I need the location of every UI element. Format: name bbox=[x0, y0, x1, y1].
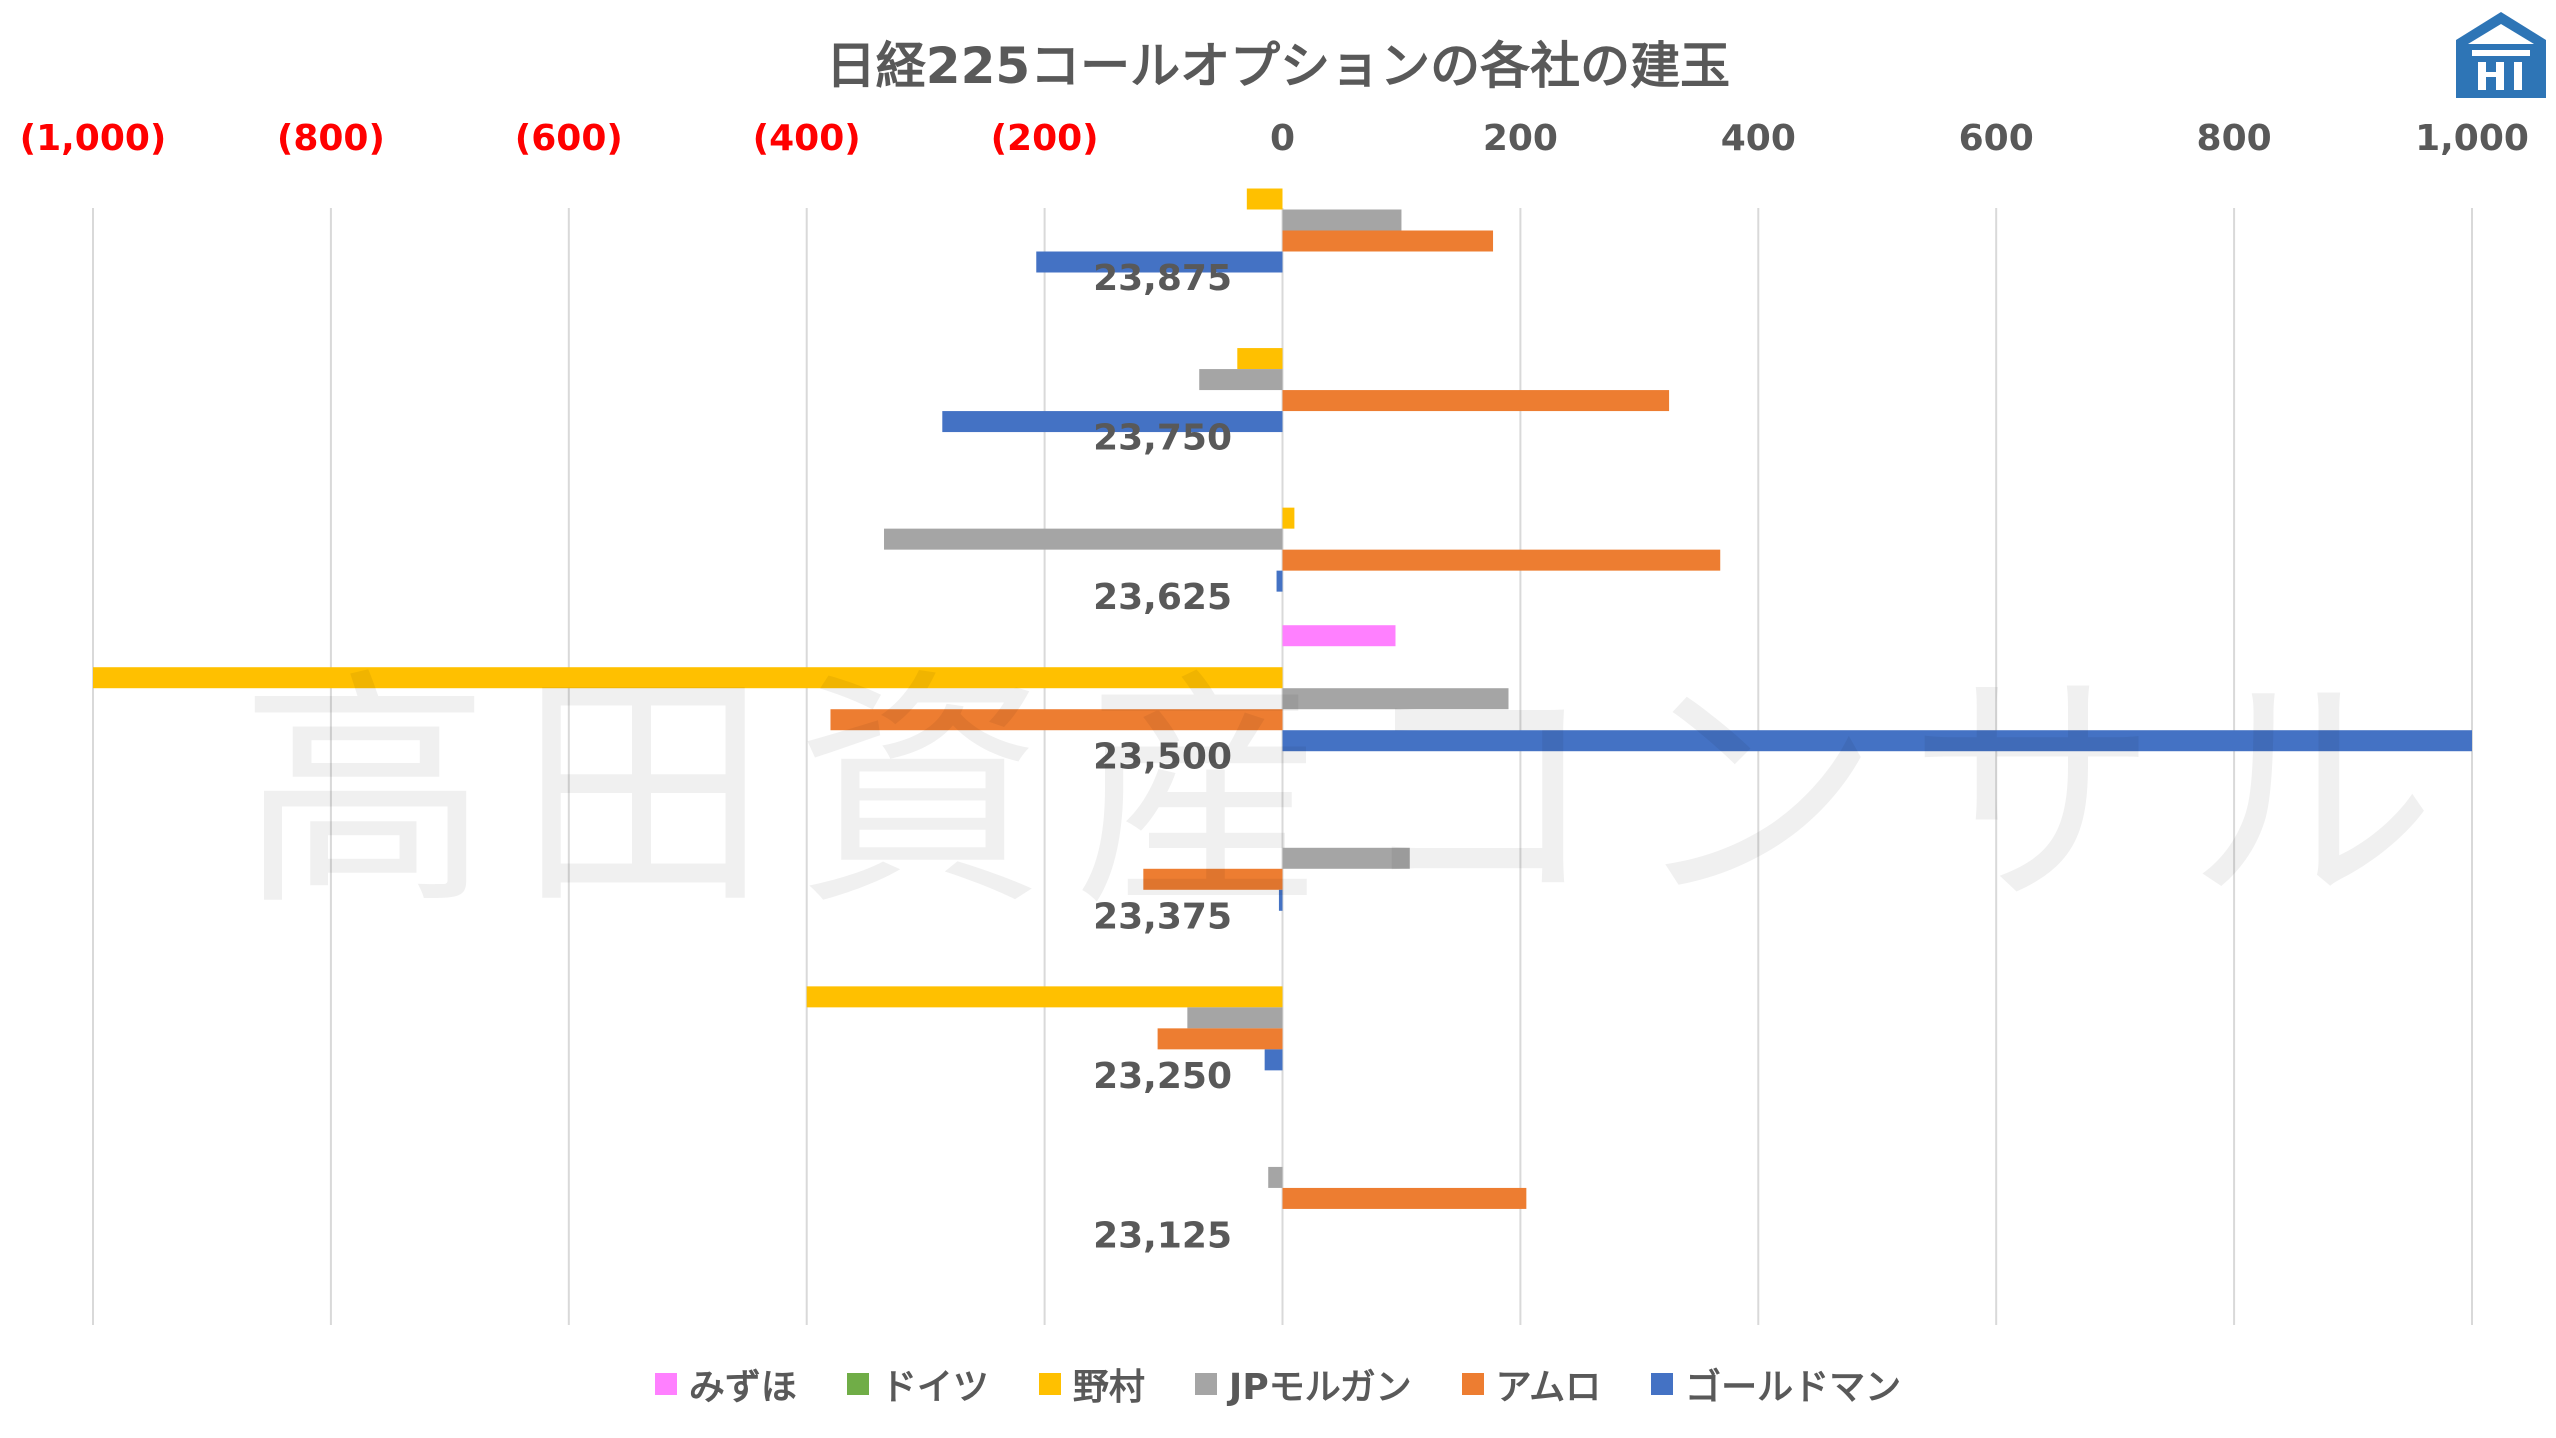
legend-swatch bbox=[1038, 1373, 1061, 1395]
bar-ゴールドマン bbox=[1036, 251, 1283, 273]
bar-JPモルガン bbox=[1199, 369, 1283, 391]
category-label: 23,750 bbox=[1093, 418, 1232, 459]
legend-label: 野村 bbox=[1072, 1367, 1145, 1408]
bar-JPモルガン bbox=[1282, 847, 1410, 869]
legend-item: ゴールドマン bbox=[1651, 1358, 1901, 1410]
bar-ゴールドマン bbox=[1264, 1049, 1283, 1071]
x-tick-label: 1,000 bbox=[2415, 118, 2529, 159]
chart-title: 日経225コールオプションの各社の建玉 bbox=[825, 37, 1731, 95]
category-label: 23,125 bbox=[1093, 1215, 1232, 1256]
category-label: 23,875 bbox=[1093, 258, 1232, 299]
bar-ゴールドマン bbox=[942, 411, 1283, 433]
legend-swatch bbox=[846, 1373, 869, 1395]
legend-item: ドイツ bbox=[846, 1358, 989, 1410]
bar-JPモルガン bbox=[1187, 1007, 1283, 1029]
bar-JPモルガン bbox=[884, 528, 1283, 550]
bar-JPモルガン bbox=[1268, 1166, 1283, 1188]
bar-アムロ bbox=[1282, 230, 1494, 252]
legend-swatch bbox=[654, 1373, 677, 1395]
bar-アムロ bbox=[1143, 868, 1283, 890]
x-tick-label: 400 bbox=[1721, 118, 1796, 159]
x-tick-label: (400) bbox=[753, 118, 861, 159]
legend-label: JPモルガン bbox=[1228, 1367, 1412, 1408]
bar-野村 bbox=[806, 986, 1283, 1008]
legend-item: JPモルガン bbox=[1194, 1358, 1412, 1410]
bar-JPモルガン bbox=[1282, 209, 1402, 231]
legend-label: みずほ bbox=[688, 1367, 797, 1408]
bar-アムロ bbox=[1282, 1187, 1527, 1209]
legend-label: ドイツ bbox=[880, 1367, 989, 1408]
x-tick-label: 600 bbox=[1959, 118, 2034, 159]
category-label: 23,500 bbox=[1093, 737, 1232, 778]
bar-アムロ bbox=[1282, 549, 1721, 571]
bar-アムロ bbox=[1157, 1028, 1283, 1050]
bar-みずほ bbox=[1282, 625, 1396, 647]
x-tick-label: 800 bbox=[2197, 118, 2272, 159]
x-tick-label: (200) bbox=[991, 118, 1099, 159]
bar-ゴールドマン bbox=[1278, 889, 1283, 911]
legend-label: ゴールドマン bbox=[1685, 1367, 1902, 1408]
legend-item: 野村 bbox=[1038, 1358, 1145, 1410]
bar-ゴールドマン bbox=[1282, 730, 2472, 752]
bar-ゴールドマン bbox=[1276, 570, 1283, 592]
bar-アムロ bbox=[1282, 390, 1670, 412]
legend-label: アムロ bbox=[1495, 1367, 1602, 1408]
x-tick-label: 200 bbox=[1483, 118, 1558, 159]
legend-item: アムロ bbox=[1461, 1358, 1602, 1410]
bar-アムロ bbox=[830, 709, 1283, 731]
legend-swatch bbox=[1651, 1373, 1674, 1395]
chart-legend: みずほ ドイツ 野村 JPモルガン アムロ ゴールドマン bbox=[0, 1358, 2556, 1410]
brand-logo-icon bbox=[2454, 10, 2548, 100]
bar-野村 bbox=[1246, 188, 1283, 210]
x-tick-label: (1,000) bbox=[20, 118, 167, 159]
bar-JPモルガン bbox=[1282, 688, 1509, 710]
legend-item: みずほ bbox=[654, 1358, 797, 1410]
x-tick-label: (800) bbox=[277, 118, 385, 159]
legend-swatch bbox=[1461, 1373, 1484, 1395]
legend-swatch bbox=[1194, 1373, 1217, 1395]
category-label: 23,250 bbox=[1093, 1056, 1232, 1097]
bar-野村 bbox=[93, 667, 1283, 689]
x-tick-label: 0 bbox=[1270, 118, 1295, 159]
category-label: 23,375 bbox=[1093, 896, 1232, 937]
category-label: 23,625 bbox=[1093, 577, 1232, 618]
x-tick-label: (600) bbox=[515, 118, 623, 159]
bar-野村 bbox=[1282, 507, 1295, 529]
bar-野村 bbox=[1237, 348, 1283, 370]
